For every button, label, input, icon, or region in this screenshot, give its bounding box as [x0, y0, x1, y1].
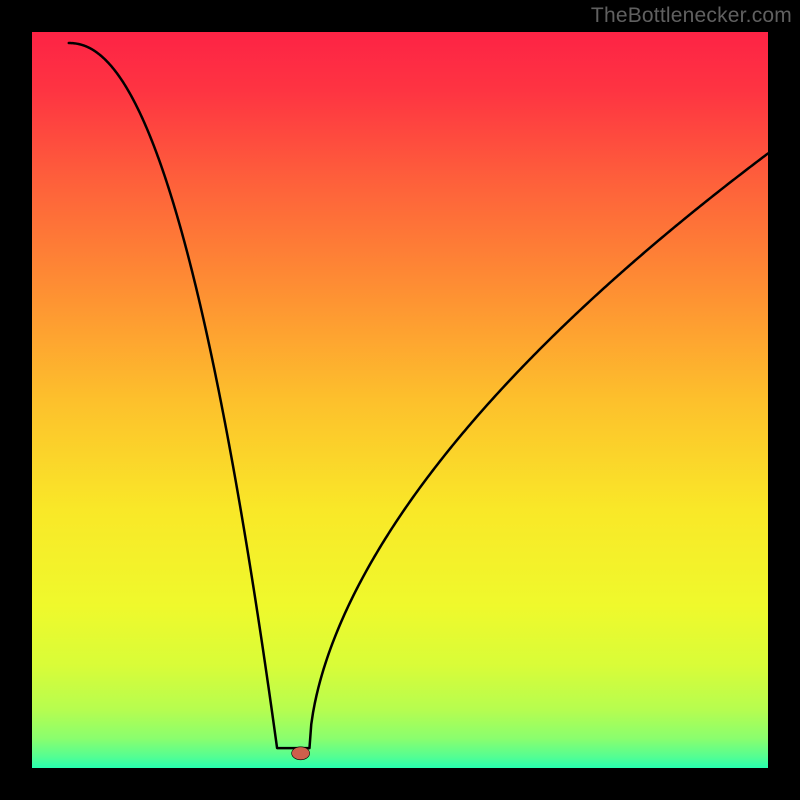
- bottleneck-chart: [0, 0, 800, 800]
- chart-stage: TheBottlenecker.com: [0, 0, 800, 800]
- bottleneck-marker: [292, 747, 310, 760]
- watermark-text: TheBottlenecker.com: [591, 4, 792, 28]
- plot-background: [32, 32, 768, 768]
